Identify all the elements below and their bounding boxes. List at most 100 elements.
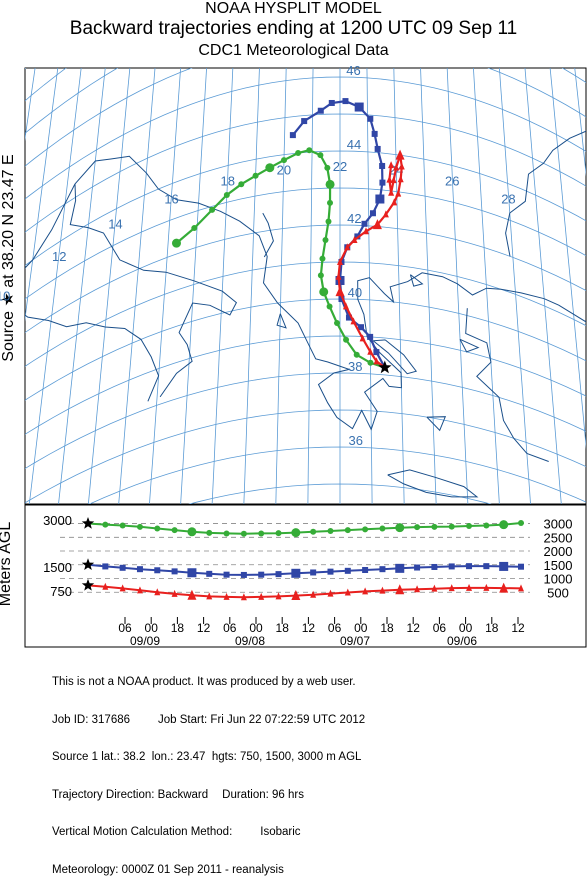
height-point-3000 — [395, 523, 405, 533]
time-tick-label: 12 — [511, 621, 525, 635]
parallel-line — [25, 187, 586, 300]
trajectory-point-3000 — [191, 225, 198, 232]
longitude-label: 10 — [0, 289, 10, 304]
longitude-label: 28 — [501, 192, 515, 207]
height-point-1500 — [466, 563, 473, 570]
job-start: Job Start: Fri Jun 22 07:22:59 UTC 2012 — [158, 713, 366, 726]
height-point-750 — [154, 588, 161, 596]
parallel-line — [25, 76, 586, 200]
trajectory-point-750 — [395, 149, 405, 160]
coastline — [387, 469, 479, 498]
trajectory-point-3000 — [326, 303, 333, 310]
height-point-1500 — [310, 569, 317, 576]
latitude-label: 36 — [348, 433, 362, 448]
trajectory-point-750 — [388, 161, 395, 169]
trajectory-point-750 — [342, 302, 349, 310]
longitude-label: 18 — [220, 174, 234, 189]
trajectory-point-1500 — [338, 296, 345, 303]
trajectory-point-3000 — [327, 199, 334, 206]
trajectory-point-750 — [388, 188, 395, 196]
trajectory-point-750 — [397, 175, 404, 183]
meridian-line — [0, 7, 23, 730]
job-id: Job ID: 317686 — [52, 713, 131, 726]
meridian-line — [420, 68, 437, 504]
trajectory-point-1500 — [367, 115, 374, 122]
date-label: 09/06 — [447, 634, 477, 648]
height-point-750 — [206, 592, 213, 600]
height-point-750 — [310, 590, 317, 598]
height-point-750 — [499, 582, 509, 593]
height-source-star — [81, 558, 95, 570]
coastline — [276, 313, 287, 329]
parallel-line — [25, 372, 586, 469]
height-tick-right: 500 — [547, 585, 569, 600]
trajectory-point-750 — [382, 210, 389, 218]
time-tick-label: 00 — [249, 621, 263, 635]
time-tick-label: 06 — [433, 621, 447, 635]
meridian-line — [549, 68, 586, 450]
height-point-1500 — [171, 568, 178, 575]
height-point-750 — [362, 587, 369, 595]
trajectory-point-1500 — [369, 210, 376, 217]
height-tick-right: 1500 — [544, 558, 573, 573]
trajectory-point-3000 — [334, 320, 341, 327]
height-point-750 — [291, 590, 301, 601]
parallel-line — [25, 335, 586, 435]
latitude-label: 40 — [348, 285, 362, 300]
height-point-3000 — [291, 528, 301, 538]
meridian-line — [28, 68, 82, 504]
time-tick-label: 12 — [302, 621, 316, 635]
height-point-1500 — [414, 564, 421, 571]
longitude-label: 14 — [108, 217, 122, 232]
chart-subtitle: CDC1 Meteorological Data — [198, 42, 389, 59]
parallel-line — [25, 68, 27, 70]
coastline — [459, 338, 480, 353]
coastline — [74, 155, 545, 431]
coastline — [465, 308, 549, 462]
time-tick-label: 06 — [223, 621, 237, 635]
trajectory-point-3000 — [367, 359, 374, 366]
height-point-1500 — [379, 566, 386, 573]
height-point-1500 — [258, 571, 265, 578]
trajectory-paths — [171, 98, 405, 374]
height-point-1500 — [154, 567, 161, 574]
source-line: Source 1 lat.: 38.2 lon.: 23.47 hgts: 75… — [52, 751, 362, 763]
height-point-3000 — [499, 520, 509, 530]
trajectory-point-3000 — [223, 192, 230, 198]
trajectory-point-3000 — [353, 351, 360, 358]
meridian-line — [149, 68, 182, 504]
height-point-3000 — [171, 527, 178, 534]
coastline — [371, 339, 418, 375]
height-point-750 — [483, 583, 490, 591]
time-tick-label: 18 — [380, 621, 394, 635]
parallel-line — [25, 298, 586, 401]
trajectory-point-750 — [335, 286, 345, 297]
height-point-750 — [258, 592, 265, 600]
map-graticule — [0, 7, 586, 730]
height-point-1500 — [102, 563, 109, 570]
height-point-1500 — [518, 563, 524, 570]
latitude-label: 38 — [348, 359, 362, 374]
height-point-750 — [448, 584, 455, 592]
meridian-line — [118, 68, 156, 504]
trajectory-point-750 — [337, 258, 343, 265]
duration: Duration: 96 hrs — [222, 788, 304, 801]
trajectory-point-750 — [386, 175, 393, 183]
height-point-1500 — [362, 566, 369, 573]
height-point-750 — [327, 589, 334, 597]
trajectory-point-1500 — [373, 349, 380, 356]
meridian-line — [524, 68, 562, 504]
height-point-750 — [223, 592, 230, 600]
trajectory-point-3000 — [306, 147, 313, 154]
height-point-3000 — [240, 530, 247, 537]
trajectory-point-1500 — [354, 233, 361, 240]
trajectory-point-1500 — [361, 220, 368, 227]
height-point-1500 — [240, 571, 247, 578]
coastline — [69, 183, 238, 398]
trajectory-point-1500 — [301, 118, 308, 125]
trajectory-point-3000 — [322, 237, 329, 244]
trajectory-point-1500 — [354, 102, 364, 112]
coastline — [409, 274, 424, 287]
height-point-1500 — [499, 561, 509, 571]
